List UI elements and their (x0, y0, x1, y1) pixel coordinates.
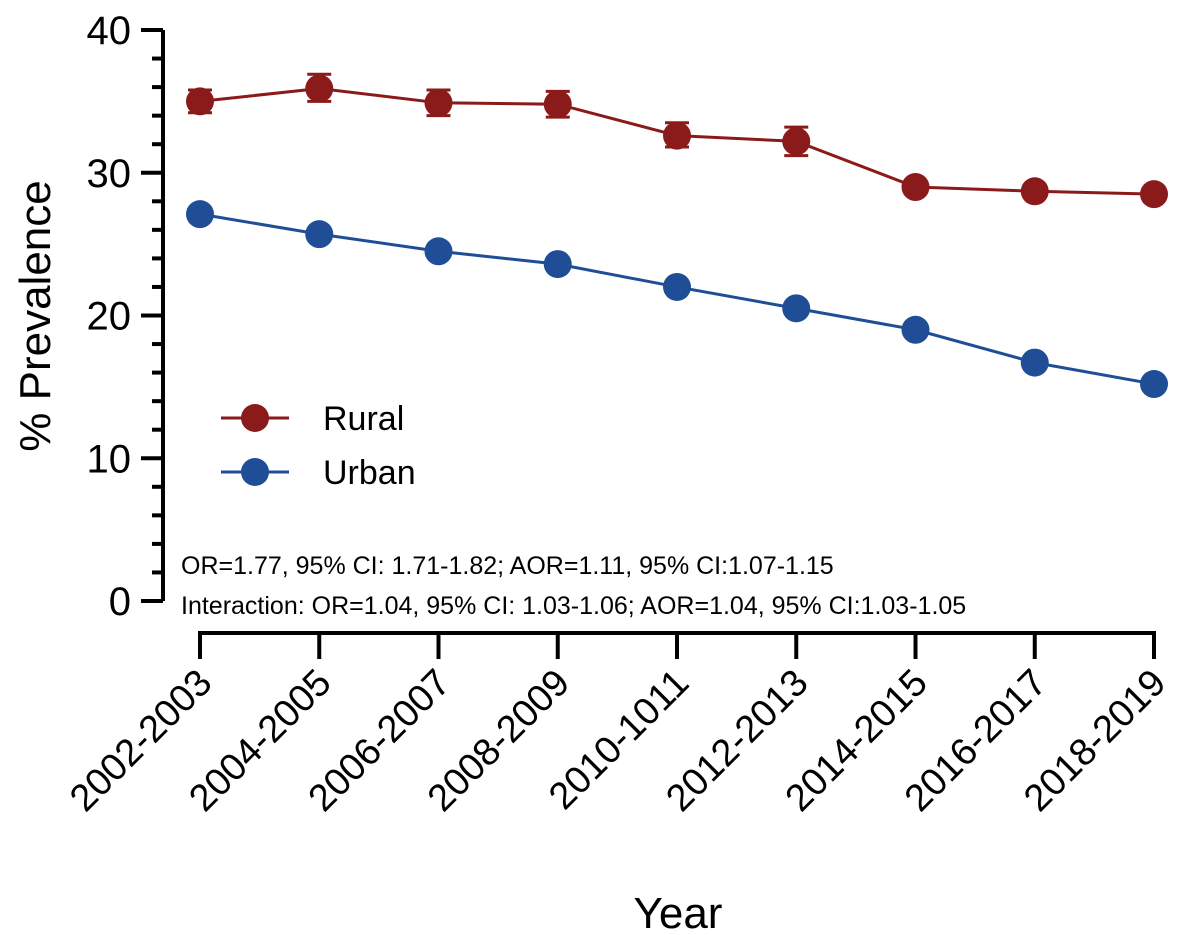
data-point (1020, 177, 1049, 206)
data-point (186, 87, 214, 116)
y-tick-label: 10 (87, 437, 132, 481)
legend-label: Urban (323, 454, 416, 492)
legend-item-urban: Urban (221, 454, 416, 492)
annotation-or: OR=1.77, 95% CI: 1.71-1.82; AOR=1.11, 95… (181, 552, 834, 580)
legend-marker (241, 404, 269, 432)
annotation-interaction: Interaction: OR=1.04, 95% CI: 1.03-1.06;… (181, 592, 966, 620)
legend-item-rural: Rural (221, 400, 404, 438)
legend: Rural Urban (221, 400, 416, 492)
data-point (424, 88, 453, 117)
data-point (186, 200, 214, 229)
data-point (901, 315, 930, 344)
data-point (663, 272, 691, 301)
x-axis-title: Year (634, 889, 723, 935)
data-point (1140, 180, 1168, 209)
data-point (901, 173, 930, 202)
data-point (543, 90, 572, 119)
data-point (663, 121, 691, 150)
y-tick-label: 20 (87, 295, 132, 339)
y-axis: 0 10 20 30 40 (87, 9, 165, 624)
data-point (1020, 348, 1049, 377)
data-point (424, 237, 453, 266)
legend-label: Rural (323, 400, 404, 438)
y-tick-label: 0 (109, 580, 131, 624)
data-point (782, 127, 811, 156)
data-point (305, 74, 334, 103)
y-axis-title: % Prevalence (11, 180, 60, 451)
data-point (543, 250, 572, 279)
series-rural (186, 72, 1168, 209)
y-tick-label: 40 (87, 9, 132, 53)
data-point (782, 294, 811, 323)
series-urban (186, 200, 1168, 399)
data-point (1140, 370, 1168, 399)
y-tick-label: 30 (87, 152, 132, 196)
data-point (305, 220, 334, 249)
series-layer (186, 72, 1168, 399)
legend-marker (241, 458, 269, 486)
x-axis: 2002-20032004-20052006-20072008-20092010… (62, 631, 1174, 820)
